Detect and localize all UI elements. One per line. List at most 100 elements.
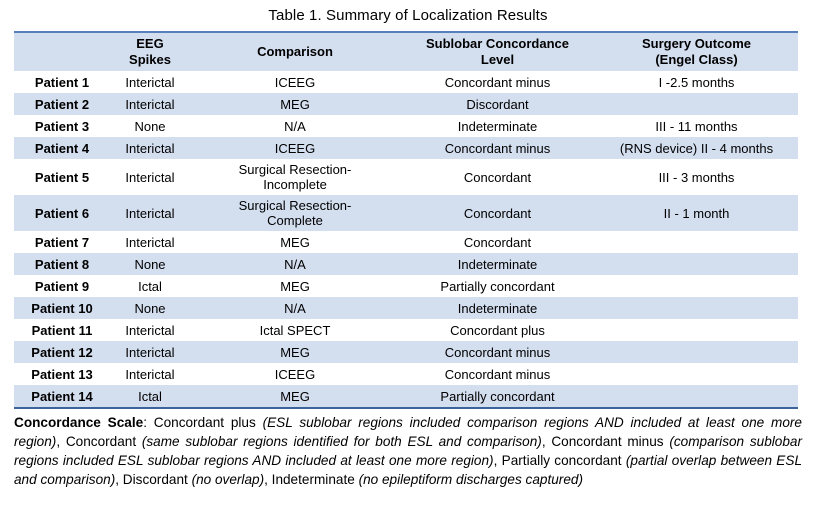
table-cell: Concordant plus <box>450 322 545 338</box>
table-row: Patient 1 Interictal ICEEG Concordant minus… <box>14 71 798 93</box>
table-cell <box>595 385 798 409</box>
note-segment: , Concordant <box>56 434 142 449</box>
table-cell: Partially concordant <box>440 278 555 294</box>
table-cell: N/A <box>284 256 306 272</box>
patient-label: Patient 9 <box>34 278 90 294</box>
header-eeg-spikes: EEG Spikes <box>110 31 190 71</box>
table-cell: III - 11 months <box>655 118 738 134</box>
table-header: EEG Spikes Comparison Sublobar Concordan… <box>14 31 798 71</box>
table-row: Patient 2 Interictal MEG Discordant <box>14 93 798 115</box>
note-segment: , Indeterminate <box>264 472 359 487</box>
table-cell: III - 3 months <box>658 169 735 185</box>
table-cell: Interictal <box>125 169 175 185</box>
note-segment: (no epileptiform discharges captured) <box>358 472 583 487</box>
table-cell: Concordant <box>463 169 532 185</box>
table-cell: Interictal <box>125 234 175 250</box>
header-comparison: Comparison <box>190 31 400 71</box>
table-cell: Interictal <box>125 140 175 156</box>
table-cell: ICEEG <box>274 74 316 90</box>
table-cell <box>595 297 798 319</box>
note-segment: (partial overlap between ESL and compari… <box>14 453 803 487</box>
patient-label: Patient 8 <box>34 256 90 272</box>
patient-label: Patient 3 <box>34 118 90 134</box>
table-cell: Interictal <box>125 74 175 90</box>
note-segment: (ESL sublobar regions included compariso… <box>14 415 802 449</box>
table-cell <box>595 93 798 115</box>
table-cell: II - 1 month <box>663 205 730 221</box>
note-segment: , Discordant <box>115 472 192 487</box>
table-row: Patient 11 Interictal Ictal SPECT Concordan… <box>14 319 798 341</box>
patient-label: Patient 7 <box>34 234 90 250</box>
table-cell: Concordant minus <box>444 140 551 156</box>
table-row: Patient 9 Ictal MEG Partially concordant <box>14 275 798 297</box>
patient-label: Patient 13 <box>31 366 93 382</box>
table-row: Patient 12 Interictal MEG Concordant minus <box>14 341 798 363</box>
table-cell: Surgical Resection- Complete <box>238 198 352 228</box>
table-row: Patient 6 Interictal Surgical Resection- C… <box>14 195 798 231</box>
table-row: Patient 14 Ictal MEG Partially concordant <box>14 385 798 409</box>
table-row: Patient 5 Interictal Surgical Resection- I… <box>14 159 798 195</box>
table-cell: Indeterminate <box>457 300 538 316</box>
table-cell: Indeterminate <box>457 256 538 272</box>
table-cell: Concordant <box>463 234 532 250</box>
patient-label: Patient 1 <box>34 74 90 90</box>
table-row: Patient 4 Interictal ICEEG Concordant minus… <box>14 137 798 159</box>
table-cell: Discordant <box>466 96 529 112</box>
note-segment: Concordance Scale <box>14 415 144 430</box>
table-cell: Ictal SPECT <box>259 322 331 338</box>
table-cell: None <box>134 256 166 272</box>
header-patient <box>14 31 110 71</box>
table-cell: MEG <box>280 344 310 360</box>
table-cell: None <box>134 118 166 134</box>
patient-label: Patient 12 <box>31 344 93 360</box>
table-cell: Partially concordant <box>400 385 595 409</box>
patient-label: Patient 6 <box>34 205 90 221</box>
header-sublobar-concordance: Sublobar Concordance Level <box>400 31 595 71</box>
table-cell <box>595 231 798 253</box>
table-cell: Concordant minus <box>444 366 551 382</box>
table-row: Patient 8 None N/A Indeterminate <box>14 253 798 275</box>
table-cell <box>595 363 798 385</box>
table-cell <box>595 319 798 341</box>
table-cell: I -2.5 months <box>658 74 735 90</box>
table-cell: MEG <box>190 385 400 409</box>
table-cell: MEG <box>280 96 310 112</box>
table-cell: MEG <box>280 234 310 250</box>
table-cell: (RNS device) II - 4 months <box>619 140 774 156</box>
table-cell: N/A <box>284 118 306 134</box>
table-cell: Interictal <box>125 366 175 382</box>
table-body: Patient 1 Interictal ICEEG Concordant minus… <box>14 71 798 409</box>
table-cell: Concordant minus <box>444 344 551 360</box>
table-cell: ICEEG <box>274 366 316 382</box>
patient-label: Patient 14 <box>14 385 110 409</box>
table-cell: Interictal <box>125 96 175 112</box>
header-row: EEG Spikes Comparison Sublobar Concordan… <box>14 31 798 71</box>
table-cell: Surgical Resection- Incomplete <box>238 162 352 192</box>
note-segment: , Concordant minus <box>541 434 670 449</box>
patient-label: Patient 2 <box>34 96 90 112</box>
table-title: Table 1. Summary of Localization Results <box>268 7 548 24</box>
patient-label: Patient 4 <box>34 140 90 156</box>
table-cell: Ictal <box>110 385 190 409</box>
table-cell: MEG <box>280 278 310 294</box>
concordance-scale-note: Concordance Scale: Concordant plus (ESL … <box>14 413 802 489</box>
table-cell <box>595 275 798 297</box>
table-cell: N/A <box>284 300 306 316</box>
patient-label: Patient 11 <box>31 322 93 338</box>
table-cell: Interictal <box>125 205 175 221</box>
table-cell <box>595 341 798 363</box>
patient-label: Patient 5 <box>34 169 90 185</box>
table-cell: Interictal <box>125 322 175 338</box>
patient-label: Patient 10 <box>31 300 93 316</box>
note-segment: (same sublobar regions identified for bo… <box>141 434 542 449</box>
note-segment: (comparison sublobar regions included ES… <box>14 434 802 468</box>
table-row: Patient 13 Interictal ICEEG Concordant minu… <box>14 363 798 385</box>
table-row: Patient 7 Interictal MEG Concordant <box>14 231 798 253</box>
table-cell: Indeterminate <box>457 118 538 134</box>
table-cell: Concordant <box>463 205 532 221</box>
table-cell: None <box>134 300 166 316</box>
note-segment: (no overlap) <box>191 472 265 487</box>
note-segment: , Partially concordant <box>493 453 626 468</box>
header-surgery-outcome: Surgery Outcome (Engel Class) <box>595 31 798 71</box>
table-cell: Interictal <box>125 344 175 360</box>
